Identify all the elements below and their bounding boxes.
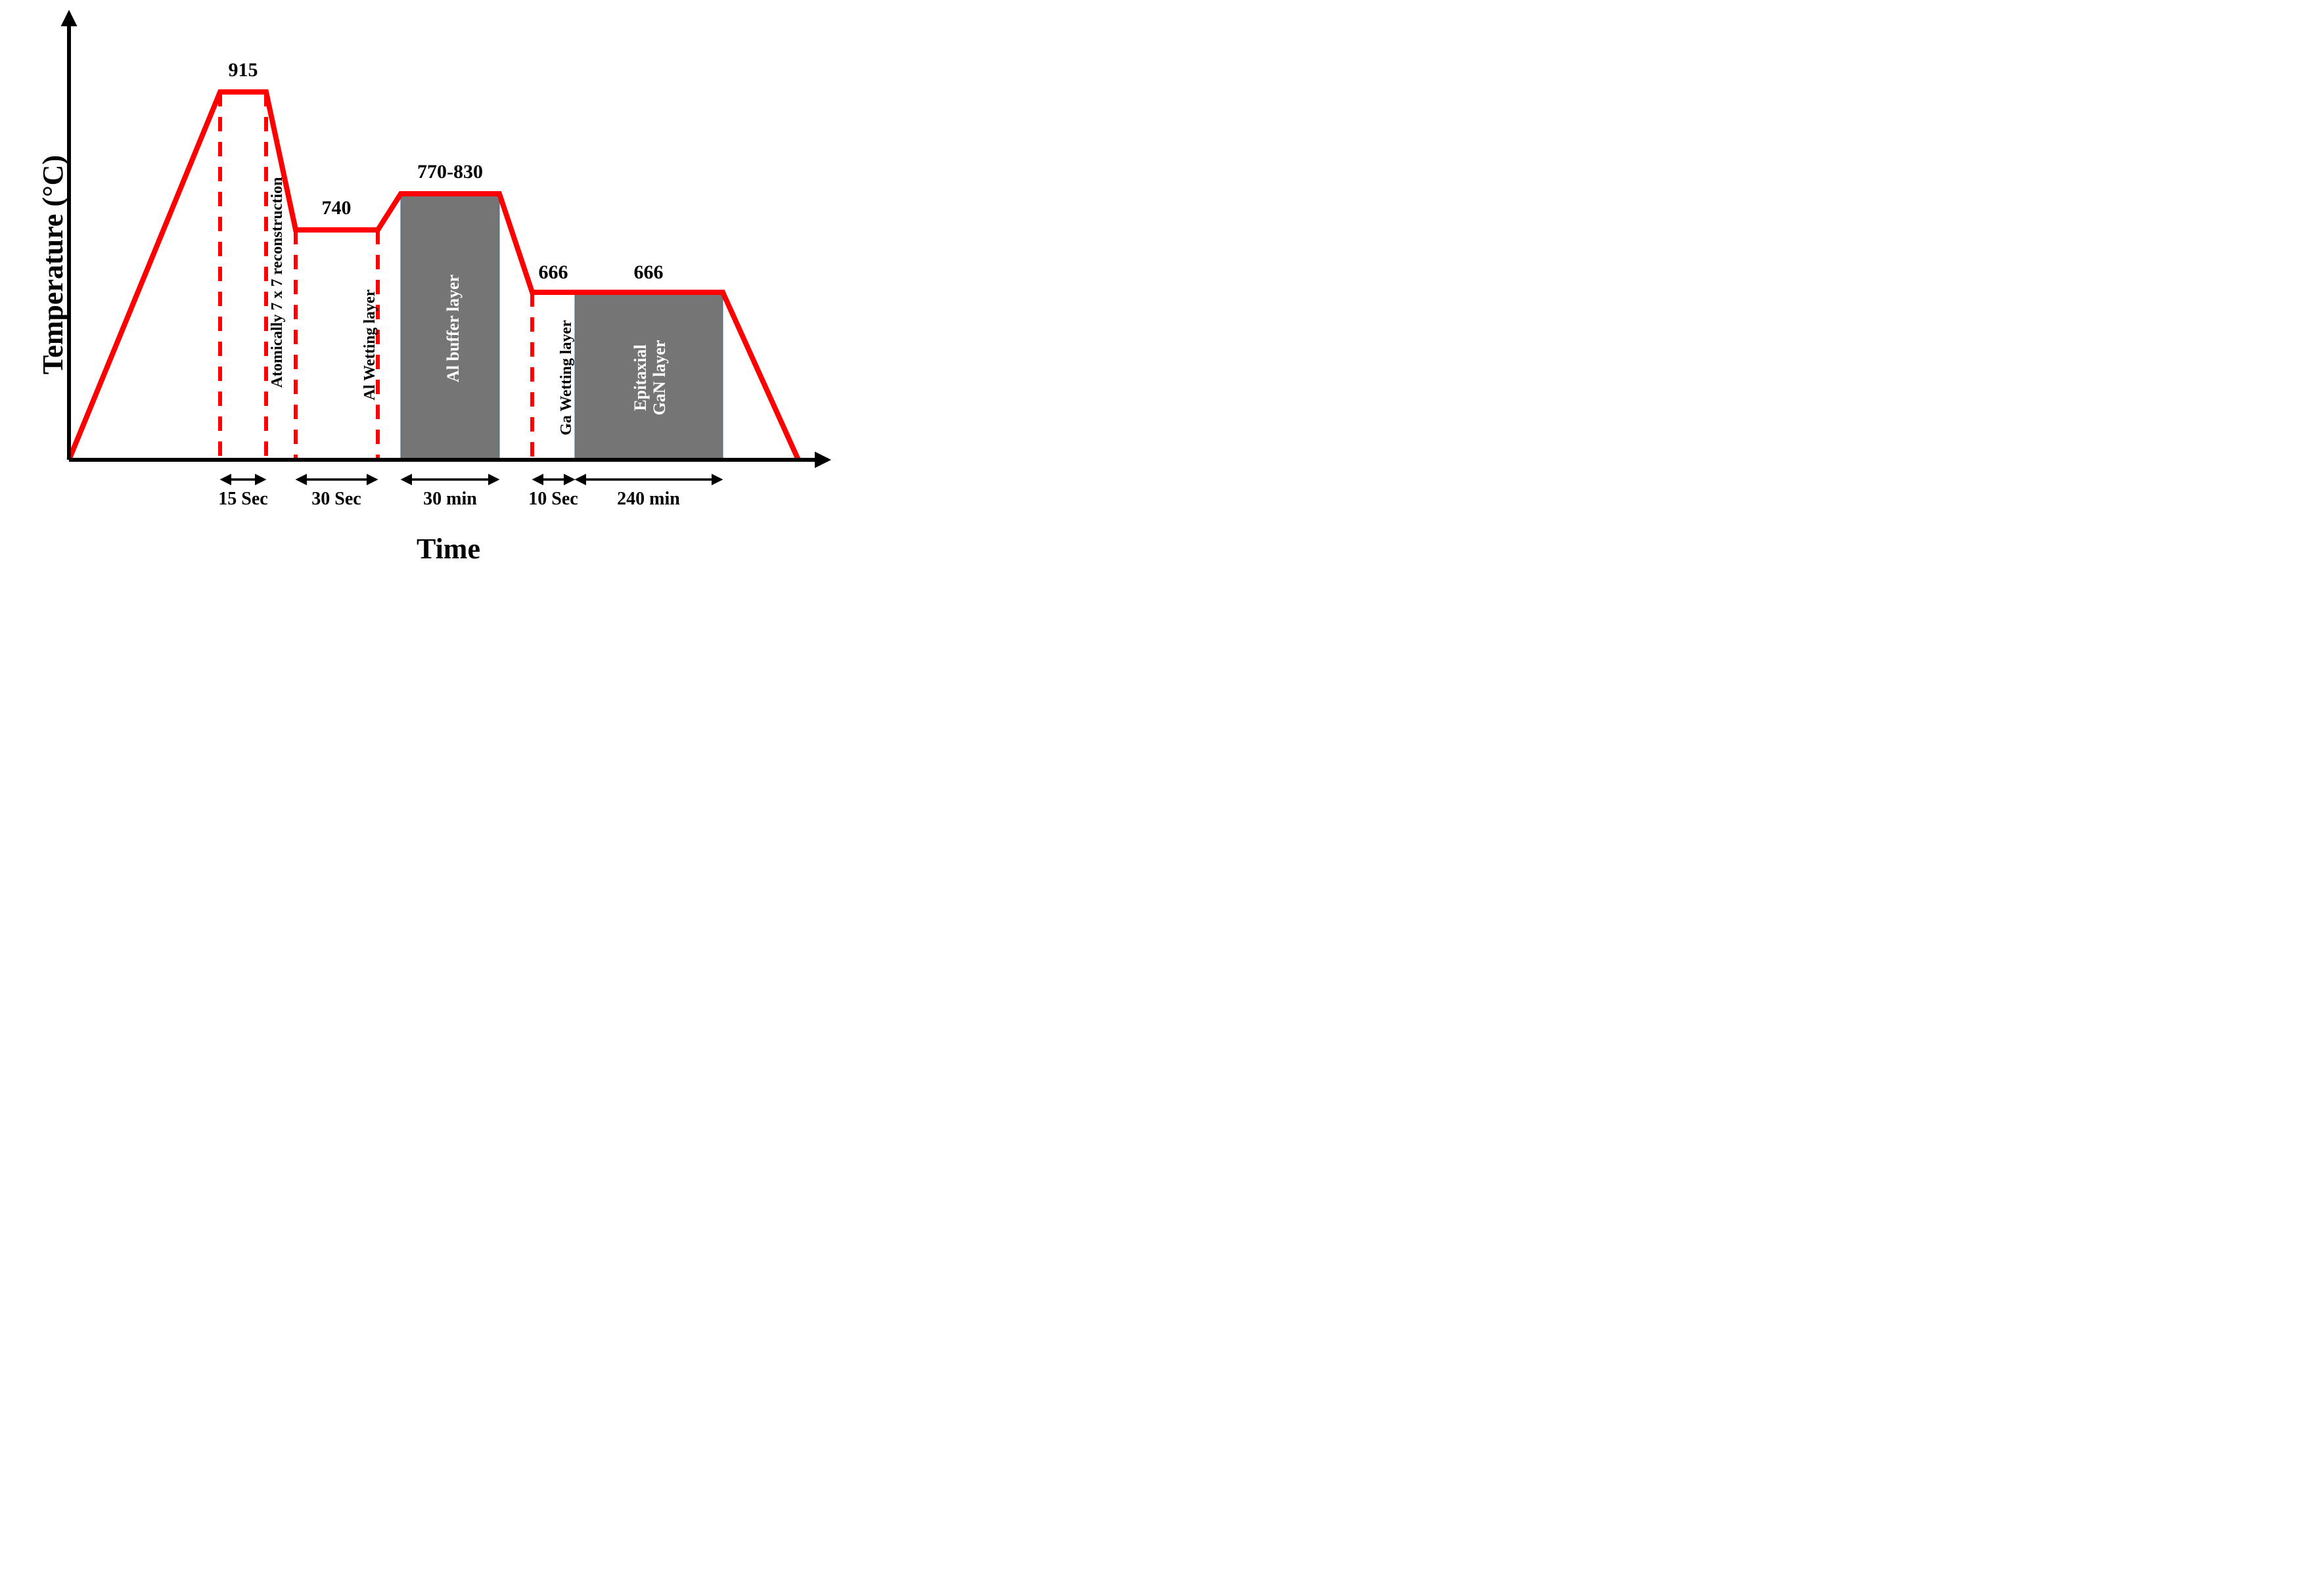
x-axis-label: Time xyxy=(383,532,514,566)
diagram-stage: Temperature (°C) Time 915740770-83066666… xyxy=(0,0,841,575)
value-label-0: 915 xyxy=(191,59,296,81)
step-label-3: Ga Wetting layer xyxy=(547,246,586,509)
value-label-2: 770-830 xyxy=(398,161,503,183)
duration-label-0: 15 Sec xyxy=(191,489,296,510)
duration-label-2: 30 min xyxy=(398,489,503,510)
step-label-2: Al buffer layer xyxy=(434,197,473,460)
duration-label-1: 30 Sec xyxy=(284,489,389,510)
step-label-0: Atomically 7 x 7 reconstruction xyxy=(258,151,297,414)
step-label-4: EpitaxialGaN layer xyxy=(631,246,670,509)
y-axis-label: Temperature (°C) xyxy=(36,155,70,374)
step-label-1: Al Wetting layer xyxy=(350,213,390,476)
